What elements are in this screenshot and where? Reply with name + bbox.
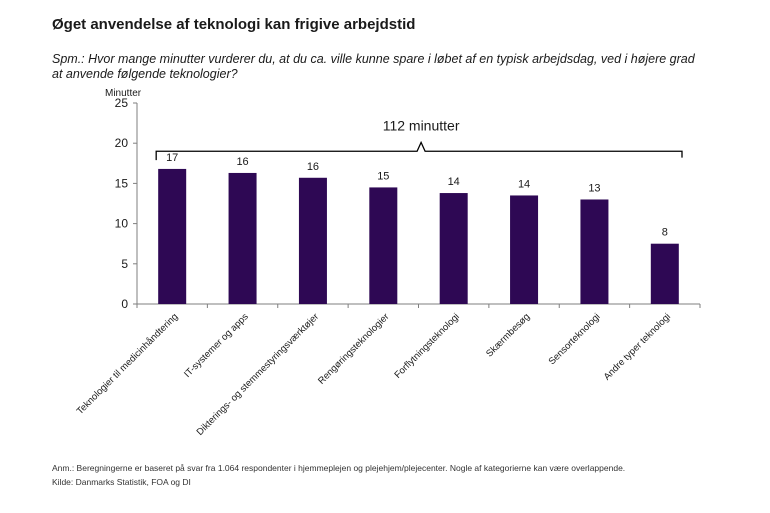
data-label: 16 <box>236 156 248 168</box>
data-label: 17 <box>166 152 178 164</box>
x-tick-label: Rengøringsteknologier <box>316 311 391 386</box>
bar <box>298 177 327 304</box>
y-tick-label: 0 <box>121 297 128 311</box>
bar <box>158 168 187 304</box>
y-tick-label: 25 <box>115 96 129 110</box>
x-tick-label: Dikterings- og stemmestyringsværktøjer <box>195 311 321 437</box>
total-annotation: 112 minutter <box>383 117 460 133</box>
x-tick-label: Forflytningsteknologi <box>392 311 461 380</box>
bar <box>650 243 679 304</box>
chart-source: Kilde: Danmarks Statistik, FOA og DI <box>52 477 191 487</box>
x-tick-label: IT-systemer og apps <box>182 311 251 380</box>
x-tick-label: Teknologier til medicinhåndtering <box>75 311 181 417</box>
data-label: 8 <box>662 227 668 239</box>
y-tick-label: 5 <box>121 257 128 271</box>
chart-title: Øget anvendelse af teknologi kan frigive… <box>52 16 416 33</box>
y-tick-label: 10 <box>115 217 129 231</box>
bar <box>510 195 539 304</box>
x-tick-label: Sensorteknologi <box>547 311 603 367</box>
data-label: 16 <box>307 161 319 173</box>
chart-note: Anm.: Beregningerne er baseret på svar f… <box>52 463 626 473</box>
total-bracket <box>155 140 683 161</box>
y-axis-label: Minutter <box>105 88 142 99</box>
chart-subtitle: Spm.: Hvor mange minutter vurderer du, a… <box>52 52 695 81</box>
x-tick-label: Andre typer teknologi <box>602 311 673 382</box>
bar <box>580 199 609 304</box>
bar-chart: Minutter 0 5 10 15 20 25 17 Teknologier til me… <box>75 88 701 438</box>
data-label: 15 <box>377 170 389 182</box>
x-tick-label: Skærmbesøg <box>484 311 532 359</box>
y-tick-label: 20 <box>115 136 129 150</box>
bar <box>228 172 257 304</box>
bar <box>369 187 398 304</box>
data-label: 13 <box>588 182 600 194</box>
bar <box>439 193 468 304</box>
data-label: 14 <box>448 176 460 188</box>
y-tick-label: 15 <box>115 176 129 190</box>
data-label: 14 <box>518 178 530 190</box>
